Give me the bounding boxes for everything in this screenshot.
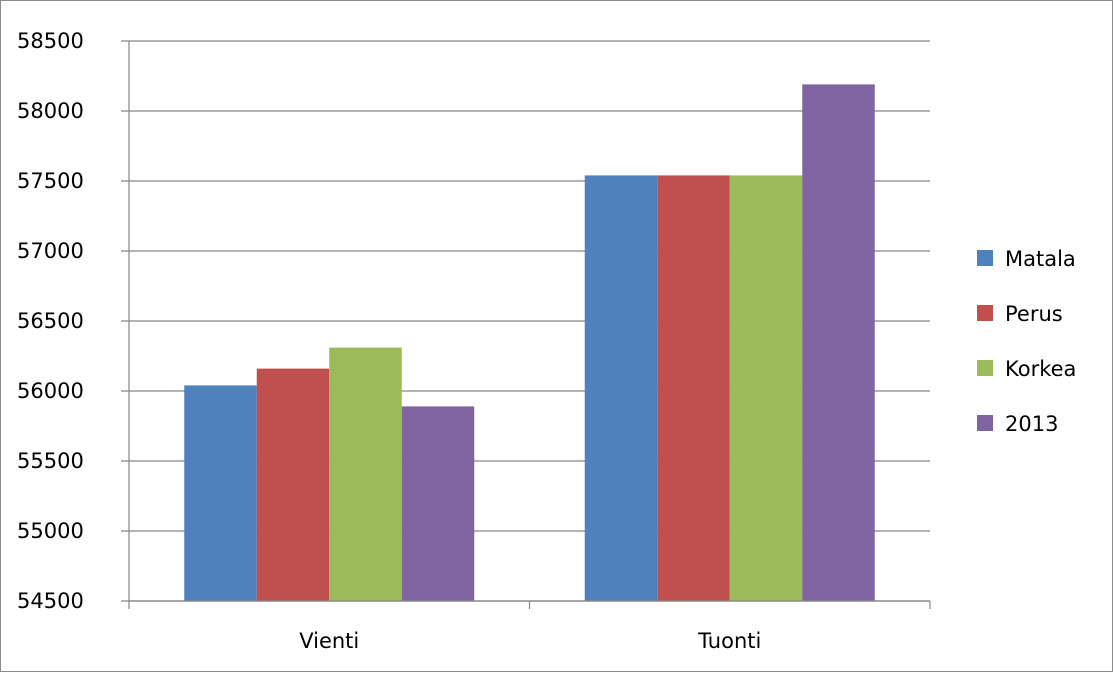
legend-label: 2013 [1005,412,1058,436]
y-tick-label: 56000 [17,379,84,403]
legend-swatch [977,360,993,376]
legend-swatch [977,415,993,431]
y-tick-label: 57000 [17,239,84,263]
y-tick-label: 56500 [17,309,84,333]
y-tick-label: 55500 [17,449,84,473]
y-tick-label: 54500 [17,589,84,613]
bar-2013-tuonti [802,84,875,601]
bar-matala-vienti [184,385,257,601]
legend-label: Perus [1005,302,1063,326]
legend: Matala Perus Korkea 2013 [977,247,1076,436]
y-tick-label: 58500 [17,29,84,53]
y-tick-label: 57500 [17,169,84,193]
bar-2013-vienti [402,406,475,601]
bar-perus-vienti [257,369,330,601]
legend-swatch [977,305,993,321]
bar-korkea-vienti [329,348,402,601]
legend-label: Korkea [1005,357,1076,381]
y-axis-tick-labels: 54500 55000 55500 56000 56500 57000 57500 58000… [17,29,84,613]
x-tick-label: Tuonti [697,629,761,653]
bar-matala-tuonti [585,175,658,601]
legend-swatch [977,250,993,266]
y-tick-label: 58000 [17,99,84,123]
x-axis-tick-labels: Vienti Tuonti [299,629,761,653]
legend-label: Matala [1005,247,1076,271]
bars [184,84,875,601]
y-tick-label: 55000 [17,519,84,543]
bar-korkea-tuonti [730,175,803,601]
bar-perus-tuonti [657,175,730,601]
x-tick-label: Vienti [299,629,359,653]
